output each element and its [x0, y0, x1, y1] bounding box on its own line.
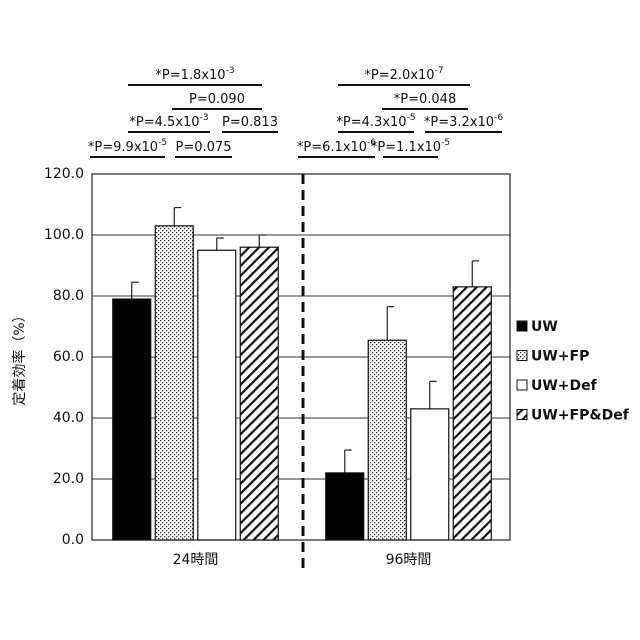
y-tick-label: 80.0	[53, 288, 84, 304]
annotation-exponent: -7	[435, 66, 444, 76]
bar	[198, 250, 236, 540]
annotation-exponent: -3	[200, 113, 209, 123]
legend-swatch	[517, 351, 527, 361]
annotation-exponent: -5	[407, 113, 416, 123]
legend-swatch	[517, 380, 527, 390]
annotation-text: *P=6.1x10	[297, 140, 367, 155]
annotation: *P=1.8x10-3	[155, 66, 234, 83]
legend-label: UW	[531, 319, 558, 335]
annotation-text: *P=2.0x10	[364, 68, 434, 83]
legend-swatch	[517, 410, 527, 420]
annotation: *P=2.0x10-7	[364, 66, 443, 83]
legend-label: UW+Def	[531, 378, 598, 394]
annotation: *P=6.1x10-6	[297, 138, 376, 155]
annotation-exponent: -6	[494, 113, 503, 123]
annotation-text: *P=1.1x10	[371, 140, 441, 155]
annotation-text: *P=9.9x10	[88, 140, 158, 155]
bar	[240, 247, 278, 540]
y-tick-label: 40.0	[53, 410, 84, 426]
bar	[368, 340, 406, 540]
annotation: *P=9.9x10-5	[88, 138, 167, 155]
bar	[155, 226, 193, 540]
legend-swatch	[517, 321, 527, 331]
annotation-text: *P=0.048	[394, 92, 456, 107]
annotation-exponent: -5	[441, 138, 450, 148]
legend-label: UW+FP	[531, 349, 589, 365]
annotation-text: P=0.813	[222, 115, 278, 130]
annotation-text: *P=4.3x10	[336, 115, 406, 130]
annotation: P=0.075	[176, 140, 232, 155]
annotation-text: P=0.090	[189, 92, 245, 107]
bar	[326, 473, 364, 540]
bar	[453, 287, 491, 540]
y-axis-label: 定着効率（%）	[11, 308, 28, 405]
annotation: *P=0.048	[394, 92, 456, 107]
annotation: P=0.090	[189, 92, 245, 107]
bar	[113, 299, 151, 540]
y-tick-label: 0.0	[62, 532, 84, 548]
annotation-text: P=0.075	[176, 140, 232, 155]
x-tick-label: 24時間	[173, 552, 219, 568]
annotation: *P=3.2x10-6	[424, 113, 503, 130]
chart: 定着効率（%） 0.0 20.0 40.0 60.0 80.0 100.0 120.0 24時…	[0, 0, 640, 640]
annotation-text: *P=4.5x10	[129, 115, 199, 130]
annotation-exponent: -5	[158, 138, 167, 148]
annotation-exponent: -3	[226, 66, 235, 76]
y-tick-label: 60.0	[53, 349, 84, 365]
bar	[411, 409, 449, 540]
x-tick-label: 96時間	[386, 552, 432, 568]
annotation: *P=1.1x10-5	[371, 138, 450, 155]
legend-label: UW+FP&Def	[531, 408, 630, 424]
y-tick-label: 120.0	[44, 166, 84, 182]
annotation: P=0.813	[222, 115, 278, 130]
annotation: *P=4.3x10-5	[336, 113, 415, 130]
annotation: *P=4.5x10-3	[129, 113, 208, 130]
annotation-text: *P=1.8x10	[155, 68, 225, 83]
annotation-text: *P=3.2x10	[424, 115, 494, 130]
y-tick-label: 100.0	[44, 227, 84, 243]
y-tick-label: 20.0	[53, 471, 84, 487]
